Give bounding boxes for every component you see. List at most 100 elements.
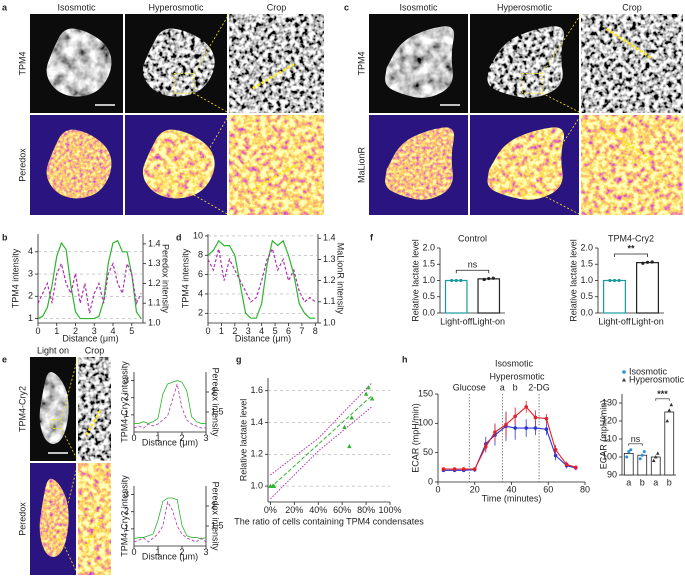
significance-bracket xyxy=(628,443,643,446)
data-point xyxy=(627,450,631,454)
bar xyxy=(636,262,659,314)
x-tick-label: 3 xyxy=(203,433,208,443)
data-point xyxy=(574,465,578,470)
y2-axis-label: Peredox intensity xyxy=(211,367,221,437)
y-axis-label: ECAR (mpH/min) xyxy=(410,403,420,473)
significance-bracket xyxy=(455,269,490,274)
data-point xyxy=(629,448,633,452)
data-point xyxy=(533,426,538,430)
y-tick-label: 2 xyxy=(124,392,129,402)
crop-line xyxy=(252,62,297,90)
x-axis-label: Distance (μm) xyxy=(142,437,198,447)
crop-line xyxy=(252,163,297,192)
significance-label: ** xyxy=(627,243,635,253)
y-tick-label: 3 xyxy=(124,375,129,385)
y-tick-label: 1.2 xyxy=(250,449,263,459)
annotation: b xyxy=(513,382,518,392)
x-tick-label: 3 xyxy=(203,547,208,557)
x-tick-label: 2 xyxy=(232,326,237,336)
crop-line xyxy=(85,518,103,548)
y2-axis-label: Peredox intensity xyxy=(161,244,171,314)
confidence-band xyxy=(270,382,373,476)
x-tick-label: 40 xyxy=(506,484,516,494)
y-tick-label: 1.0 xyxy=(250,480,263,490)
column-label: Hyperosmotic xyxy=(497,2,553,12)
data-point xyxy=(665,419,670,423)
y-tick-label: 100 xyxy=(602,451,617,461)
bar xyxy=(650,456,661,476)
data-point xyxy=(461,467,466,471)
row-label: Peredox xyxy=(17,148,27,182)
x-tick-label: 4 xyxy=(110,326,115,336)
x-tick-label: 5 xyxy=(129,326,134,336)
event-label: a xyxy=(500,382,505,392)
data-point xyxy=(544,416,549,421)
y-tick-label: 2 xyxy=(28,291,33,301)
x-tick-label: 20% xyxy=(285,505,303,515)
cell-image xyxy=(39,478,69,557)
data-point xyxy=(513,426,517,430)
data-point xyxy=(617,278,621,283)
data-point xyxy=(452,467,457,471)
y-tick-label: 0.0 xyxy=(580,307,593,317)
x-tick-label: 3 xyxy=(246,326,251,336)
data-point xyxy=(612,278,617,283)
y-tick-label: 1.5 xyxy=(422,259,435,269)
row-label: Peredox xyxy=(17,502,27,536)
x-tick-label: 100% xyxy=(378,505,401,515)
data-point xyxy=(347,443,352,449)
y-tick-label: 0 xyxy=(428,476,433,486)
x-tick-label: 3 xyxy=(92,326,97,336)
bar xyxy=(623,452,634,476)
zoom-line xyxy=(60,462,79,531)
cell-image xyxy=(385,26,455,98)
data-point xyxy=(640,453,644,457)
panel-letter: f xyxy=(370,232,374,242)
row-label: MaLionR xyxy=(356,146,366,183)
y-tick-label: 3 xyxy=(124,489,129,499)
panel-letter: e xyxy=(2,354,7,364)
data-point xyxy=(342,424,347,430)
significance-bracket xyxy=(655,398,670,401)
y-axis-label: Relative lactate level xyxy=(238,399,248,482)
image-crop xyxy=(229,115,324,215)
data-point xyxy=(651,458,656,462)
x-axis-label: Time (minutes) xyxy=(482,493,542,503)
y-tick-label: 0.5 xyxy=(422,291,435,301)
bar xyxy=(603,279,626,314)
series-line xyxy=(207,247,316,303)
y-tick-label: 2 xyxy=(124,506,129,516)
significance-bracket xyxy=(614,253,648,257)
x-tick-label: 1 xyxy=(54,326,59,336)
x-tick-label: 1 xyxy=(155,547,160,557)
data-point xyxy=(641,261,645,265)
panel-letter: d xyxy=(176,232,182,242)
x-tick-label: Light-on xyxy=(472,316,505,326)
x-tick-label: 0 xyxy=(435,484,440,494)
zoom-line xyxy=(542,194,582,216)
cell-image xyxy=(46,28,112,97)
legend-label: Isosmotic xyxy=(629,366,668,376)
series-line xyxy=(207,239,316,319)
roi-box xyxy=(51,529,62,540)
y2-axis-label: MaLionR intensity xyxy=(336,243,346,315)
y-tick-label: 1.0 xyxy=(422,275,435,285)
image-crop xyxy=(581,115,683,215)
significance-label: *** xyxy=(657,389,668,399)
x-tick-label: 20 xyxy=(470,484,480,494)
y-tick-label: 2.0 xyxy=(422,242,435,252)
y2-tick-label: 1.5 xyxy=(211,406,224,416)
x-axis-label: Distance (μm) xyxy=(235,333,291,343)
data-point xyxy=(645,260,650,264)
data-point xyxy=(533,415,538,420)
y-tick-label: 100 xyxy=(418,418,433,428)
cell-image xyxy=(385,127,455,200)
data-point xyxy=(369,396,375,401)
crop-line xyxy=(605,128,654,162)
zoom-line xyxy=(60,539,79,576)
data-point xyxy=(625,455,629,459)
data-point xyxy=(349,415,354,420)
y-tick-label: 50 xyxy=(423,447,433,457)
x-tick-label: 60% xyxy=(333,505,351,515)
data-point xyxy=(441,467,446,471)
